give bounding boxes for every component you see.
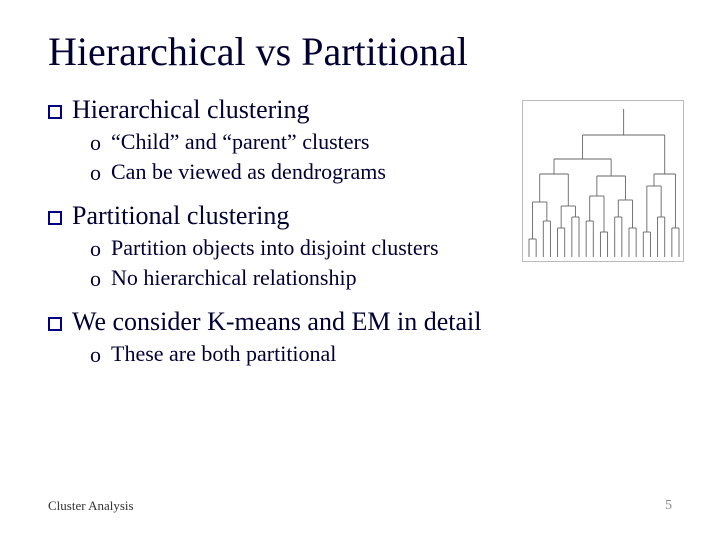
circle-bullet-icon: o — [90, 344, 101, 366]
sub-bullet-text: Can be viewed as dendrograms — [111, 159, 386, 185]
sub-bullet-text: No hierarchical relationship — [111, 265, 357, 291]
bullet-text: Hierarchical clustering — [72, 95, 310, 125]
sub-bullet-text: Partition objects into disjoint clusters — [111, 235, 439, 261]
dendrogram-figure — [522, 100, 684, 262]
bullet-kmeans-em: We consider K-means and EM in detail — [48, 307, 672, 337]
sub-bullet: o These are both partitional — [90, 341, 672, 367]
sub-bullet-text: These are both partitional — [111, 341, 336, 367]
slide-title: Hierarchical vs Partitional — [48, 28, 672, 75]
square-bullet-icon — [48, 211, 62, 225]
square-bullet-icon — [48, 317, 62, 331]
square-bullet-icon — [48, 105, 62, 119]
circle-bullet-icon: o — [90, 162, 101, 184]
footer-label: Cluster Analysis — [48, 498, 134, 514]
slide: Hierarchical vs Partitional Hierarchical… — [0, 0, 720, 540]
dendrogram-icon — [523, 101, 685, 263]
circle-bullet-icon: o — [90, 268, 101, 290]
bullet-text: We consider K-means and EM in detail — [72, 307, 481, 337]
bullet-text: Partitional clustering — [72, 201, 289, 231]
sub-bullet-text: “Child” and “parent” clusters — [111, 129, 369, 155]
sub-bullet: o No hierarchical relationship — [90, 265, 672, 291]
page-number: 5 — [665, 498, 672, 514]
circle-bullet-icon: o — [90, 132, 101, 154]
circle-bullet-icon: o — [90, 238, 101, 260]
